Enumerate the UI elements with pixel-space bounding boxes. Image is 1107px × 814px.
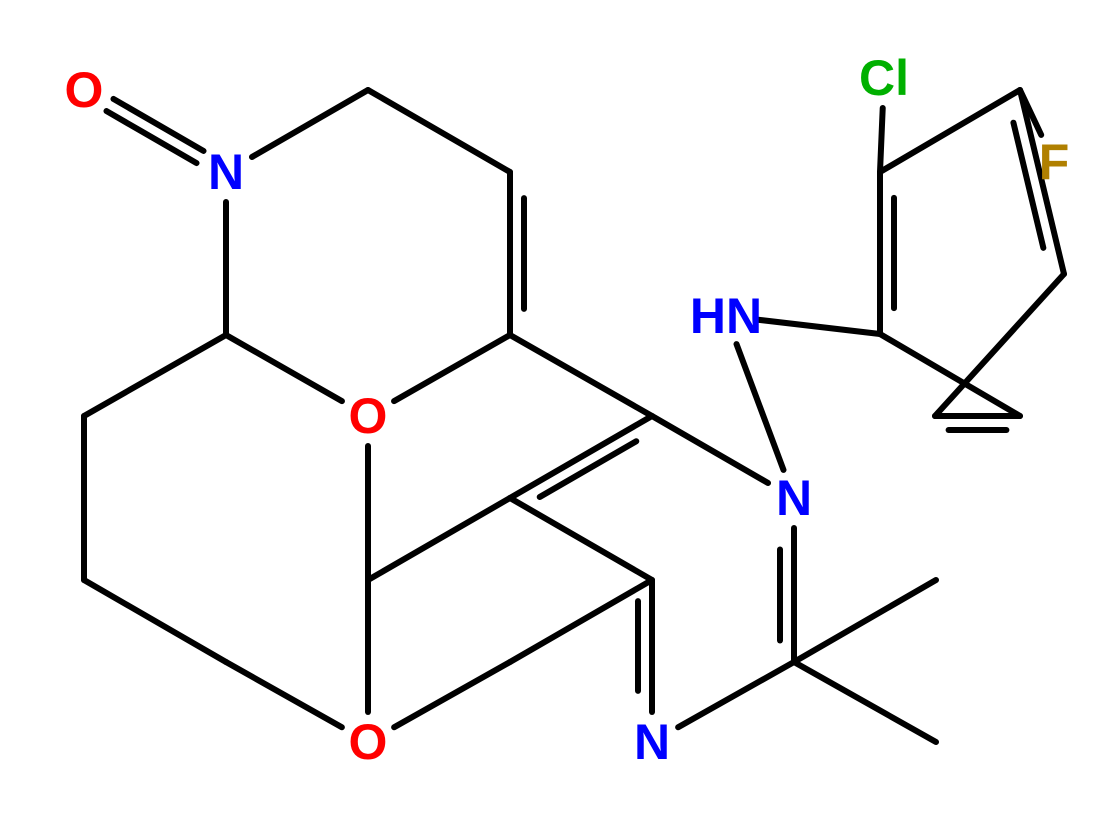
bond: [510, 498, 652, 580]
bond: [736, 344, 783, 470]
bond: [510, 335, 652, 416]
bond: [794, 580, 936, 662]
atom-o: O: [349, 714, 388, 770]
atom-n: N: [208, 144, 244, 200]
atom-o: O: [349, 388, 388, 444]
atom-cl: Cl: [859, 50, 909, 106]
bond: [368, 498, 510, 580]
bond: [226, 662, 342, 727]
atom-n: N: [776, 470, 812, 526]
bond: [678, 662, 794, 727]
atom-f: F: [1039, 134, 1070, 190]
bond: [84, 580, 226, 662]
atom-n: N: [634, 714, 670, 770]
bond: [510, 416, 652, 498]
bond: [756, 319, 880, 334]
atom-n: HN: [690, 288, 762, 344]
molecule-diagram: O N O O N N HN Cl F: [0, 0, 1107, 814]
bond: [84, 335, 226, 416]
bond: [368, 90, 510, 172]
bond: [510, 580, 652, 662]
bond: [394, 662, 510, 727]
bond: [226, 335, 342, 401]
bond: [394, 335, 510, 401]
bond: [935, 274, 1064, 416]
bond: [652, 416, 768, 483]
atom-o: O: [65, 62, 104, 118]
bond: [252, 90, 368, 157]
bond: [794, 662, 936, 742]
bond: [880, 108, 883, 172]
